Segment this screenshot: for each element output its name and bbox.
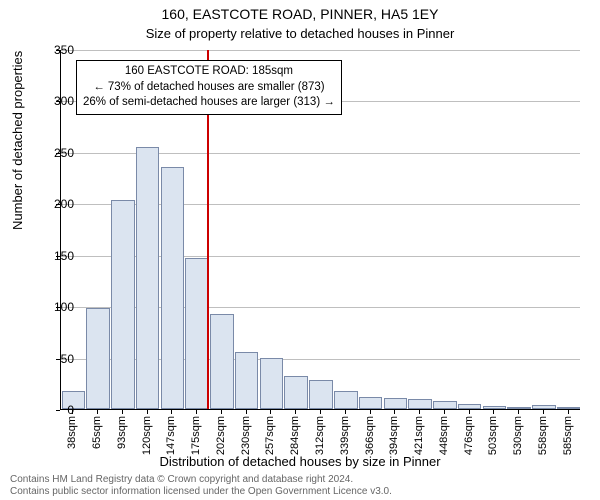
x-tick-label: 366sqm [364,416,376,455]
histogram-bar [334,391,358,410]
y-tick-label: 250 [34,146,74,160]
y-tick-label: 100 [34,300,74,314]
x-tick-mark [543,410,544,414]
histogram-bar [185,258,209,409]
x-tick-label: 147sqm [165,416,177,455]
x-tick-label: 476sqm [463,416,475,455]
histogram-bar [309,380,333,409]
histogram-bar [408,399,432,409]
histogram-bar [284,376,308,409]
x-tick-mark [171,410,172,414]
x-axis-label: Distribution of detached houses by size … [0,454,600,469]
x-tick-label: 503sqm [487,416,499,455]
x-tick-label: 175sqm [190,416,202,455]
x-tick-label: 284sqm [289,416,301,455]
x-tick-mark [122,410,123,414]
footer-line-2: Contains public sector information licen… [10,486,392,498]
histogram-bar [161,167,185,409]
x-tick-mark [469,410,470,414]
annotation-line-3: 26% of semi-detached houses are larger (… [83,95,335,111]
x-tick-mark [345,410,346,414]
x-tick-label: 230sqm [240,416,252,455]
y-tick-label: 300 [34,94,74,108]
histogram-bar [507,407,531,409]
histogram-bar [458,404,482,409]
x-tick-mark [97,410,98,414]
y-tick-label: 0 [34,403,74,417]
x-tick-mark [370,410,371,414]
histogram-bar [111,200,135,409]
x-tick-mark [518,410,519,414]
x-tick-label: 448sqm [438,416,450,455]
x-tick-mark [295,410,296,414]
annotation-line-1: 160 EASTCOTE ROAD: 185sqm [83,64,335,80]
x-tick-label: 312sqm [314,416,326,455]
footer-line-1: Contains HM Land Registry data © Crown c… [10,474,392,486]
x-tick-mark [394,410,395,414]
histogram-bar [483,406,507,409]
y-axis-label-text: Number of detached properties [10,51,25,230]
y-axis-label: Number of detached properties [10,51,25,230]
y-tick-label: 200 [34,197,74,211]
chart-container: 160, EASTCOTE ROAD, PINNER, HA5 1EY Size… [0,0,600,500]
histogram-bar [260,358,284,409]
x-tick-label: 585sqm [562,416,574,455]
x-tick-mark [419,410,420,414]
histogram-bar [359,397,383,409]
x-tick-label: 257sqm [264,416,276,455]
x-tick-mark [320,410,321,414]
x-tick-mark [444,410,445,414]
histogram-bar [136,147,160,409]
x-tick-label: 558sqm [537,416,549,455]
x-tick-label: 421sqm [413,416,425,455]
histogram-bar [384,398,408,409]
histogram-bar [86,308,110,409]
annotation-box: 160 EASTCOTE ROAD: 185sqm ← 73% of detac… [76,60,342,115]
x-tick-mark [72,410,73,414]
histogram-bar [235,352,259,409]
x-tick-mark [246,410,247,414]
x-tick-label: 65sqm [91,416,103,449]
annotation-line-2: ← 73% of detached houses are smaller (87… [83,80,335,96]
x-tick-label: 394sqm [388,416,400,455]
chart-subtitle: Size of property relative to detached ho… [0,26,600,41]
histogram-bar [210,314,234,409]
x-tick-label: 339sqm [339,416,351,455]
y-tick-label: 350 [34,43,74,57]
grid-line [61,50,580,51]
x-tick-mark [196,410,197,414]
footer: Contains HM Land Registry data © Crown c… [10,474,392,498]
histogram-bar [433,401,457,409]
chart-title: 160, EASTCOTE ROAD, PINNER, HA5 1EY [0,6,600,22]
x-tick-mark [568,410,569,414]
x-tick-mark [493,410,494,414]
histogram-bar [557,407,581,409]
x-tick-label: 202sqm [215,416,227,455]
y-tick-label: 50 [34,352,74,366]
x-tick-mark [221,410,222,414]
x-tick-label: 120sqm [141,416,153,455]
histogram-bar [532,405,556,409]
x-tick-mark [270,410,271,414]
y-tick-label: 150 [34,249,74,263]
x-tick-mark [147,410,148,414]
x-tick-label: 38sqm [66,416,78,449]
x-tick-label: 530sqm [512,416,524,455]
x-tick-label: 93sqm [116,416,128,449]
